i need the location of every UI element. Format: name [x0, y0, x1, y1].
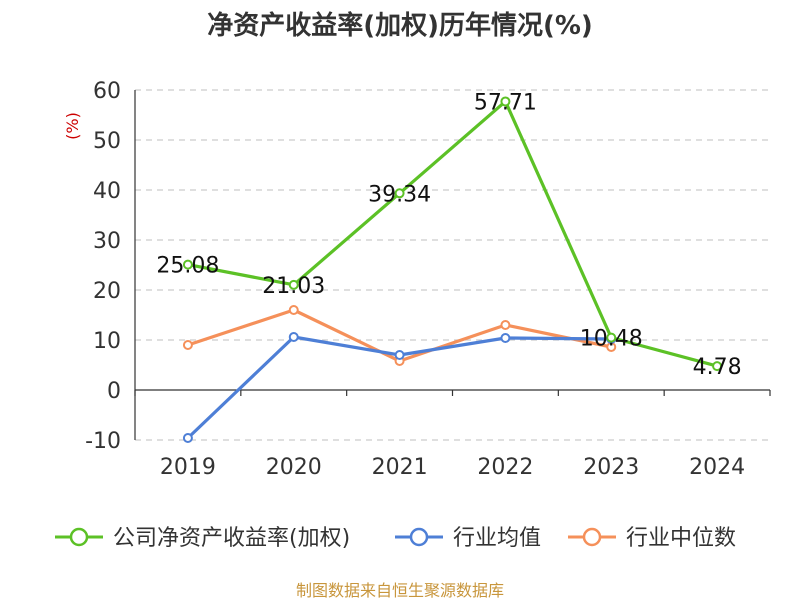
x-tick-label: 2020: [266, 455, 322, 480]
data-point: [288, 332, 299, 342]
data-label: 10.48: [580, 327, 643, 352]
data-label: 57.71: [474, 90, 537, 115]
data-point: [288, 305, 299, 315]
legend-swatch-marker: [409, 527, 429, 547]
x-tick-label: 2019: [160, 455, 216, 480]
data-point: [182, 340, 193, 350]
chart-title: 净资产收益率(加权)历年情况(%): [207, 10, 593, 41]
data-label: 25.08: [156, 254, 219, 279]
data-point: [394, 188, 405, 199]
series-lines: [182, 96, 723, 443]
legend-label: 公司净资产收益率(加权): [113, 526, 350, 551]
data-labels: 25.08 21.03 39.34 57.71 10.48 4.78: [156, 90, 741, 380]
legend-label: 行业均值: [453, 526, 541, 551]
source-note: 制图数据来自恒生聚源数据库: [296, 581, 504, 600]
data-point: [182, 259, 193, 270]
data-label: 4.78: [693, 355, 742, 380]
data-point: [712, 361, 723, 372]
legend-label: 行业中位数: [626, 526, 736, 551]
y-tick-label: 0: [107, 379, 121, 404]
y-tick-label: -10: [85, 429, 121, 454]
x-tick-label: 2024: [689, 455, 745, 480]
x-tick-label: 2022: [477, 455, 533, 480]
y-tick-label: 30: [93, 229, 121, 254]
data-label: 21.03: [262, 274, 325, 299]
y-tick-label: 60: [93, 79, 121, 104]
y-tick-label: 20: [93, 279, 121, 304]
x-tick-label: 2023: [583, 455, 639, 480]
data-point: [500, 333, 511, 343]
data-point: [500, 320, 511, 330]
y-tick-label: 40: [93, 179, 121, 204]
y-axis-label: (%): [63, 112, 82, 140]
data-point: [182, 433, 193, 443]
data-point: [500, 96, 511, 107]
data-point: [288, 279, 299, 290]
y-tick-label: 10: [93, 329, 121, 354]
data-label: 39.34: [368, 182, 431, 207]
legend: 公司净资产收益率(加权) 行业均值 行业中位数: [55, 526, 736, 551]
axes: -10 0 10 20 30 40 50 60 2019 2020 2021 2022 2023 2024: [85, 79, 771, 480]
legend-swatch-marker: [582, 527, 602, 547]
legend-swatch-marker: [69, 527, 89, 547]
series-line: [187, 99, 718, 368]
gridlines: [135, 89, 770, 441]
data-point: [606, 332, 617, 343]
x-tick-label: 2021: [372, 455, 428, 480]
data-point: [394, 350, 405, 360]
y-tick-label: 50: [93, 129, 121, 154]
